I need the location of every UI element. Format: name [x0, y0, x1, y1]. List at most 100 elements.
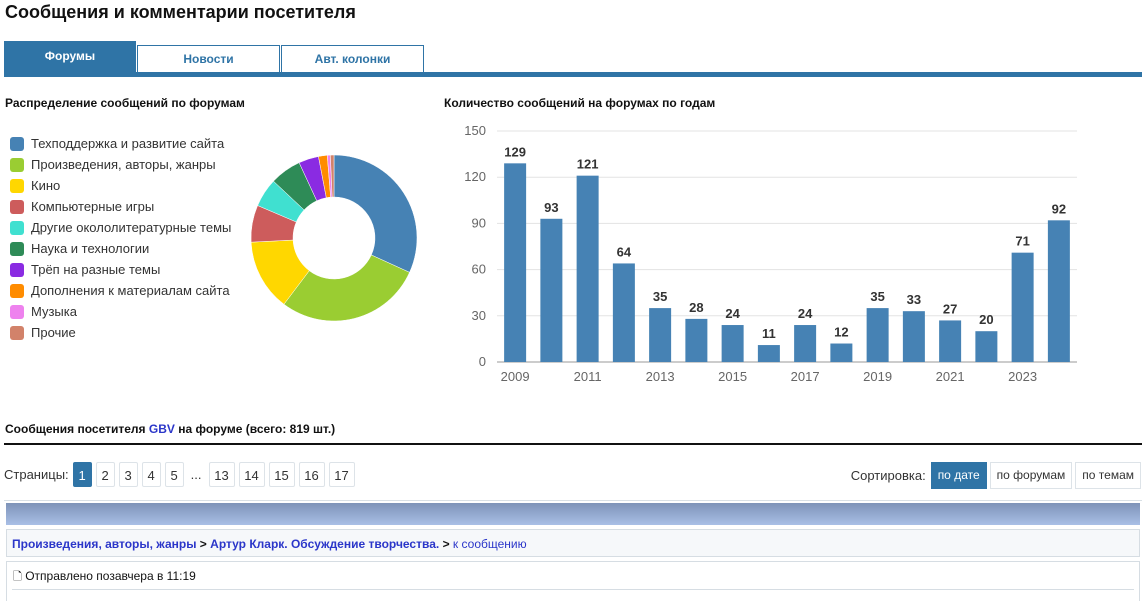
- legend-item[interactable]: Наука и технологии: [10, 238, 231, 259]
- sort-option-2[interactable]: по темам: [1075, 462, 1141, 489]
- page-button-17[interactable]: 17: [328, 462, 355, 487]
- post: 🗋 Отправлено позавчера в 11:19: [6, 561, 1140, 601]
- bar[interactable]: [540, 218, 563, 362]
- legend-label: Наука и технологии: [31, 241, 150, 256]
- sort-option-1[interactable]: по форумам: [989, 462, 1073, 489]
- page-button-16[interactable]: 16: [298, 462, 325, 487]
- legend-label: Музыка: [31, 304, 77, 319]
- bar-value-label: 92: [1052, 201, 1066, 216]
- user-link[interactable]: GBV: [148, 422, 175, 436]
- page-title: Сообщения и комментарии посетителя: [5, 2, 356, 22]
- legend-item[interactable]: Другие окололитературные темы: [10, 217, 231, 238]
- legend-swatch: [10, 178, 24, 193]
- legend-swatch: [10, 325, 24, 340]
- legend-item[interactable]: Кино: [10, 175, 231, 196]
- legend-swatch: [10, 199, 24, 214]
- legend-item[interactable]: Прочие: [10, 322, 231, 343]
- bar-value-label: 20: [979, 312, 993, 327]
- bar[interactable]: [685, 318, 708, 362]
- pie-legend: Техподдержка и развитие сайта Произведени…: [10, 133, 231, 343]
- divider: [12, 589, 1134, 590]
- legend-item[interactable]: Трёп на разные темы: [10, 259, 231, 280]
- page-button-13[interactable]: 13: [208, 462, 235, 487]
- bar[interactable]: [576, 175, 599, 362]
- bar[interactable]: [504, 163, 527, 362]
- y-tick-label: 60: [472, 262, 486, 277]
- bar-value-label: 11: [762, 326, 776, 341]
- pie-slice[interactable]: [330, 154, 335, 198]
- bar-value-label: 121: [577, 157, 599, 172]
- pie-slice[interactable]: [333, 154, 418, 273]
- page-button-1[interactable]: 1: [72, 462, 92, 487]
- y-tick-label: 30: [472, 308, 486, 323]
- forum-link[interactable]: Произведения, авторы, жанры: [12, 537, 197, 551]
- page-button-3[interactable]: 3: [118, 462, 138, 487]
- page-button-14[interactable]: 14: [238, 462, 265, 487]
- divider: [4, 500, 1142, 501]
- legend-item[interactable]: Музыка: [10, 301, 231, 322]
- y-tick-label: 150: [464, 123, 486, 138]
- page-button-15[interactable]: 15: [268, 462, 295, 487]
- bar-value-label: 28: [689, 300, 703, 315]
- bar-value-label: 33: [907, 292, 921, 307]
- bar[interactable]: [649, 308, 672, 362]
- topic-link[interactable]: Артур Кларк. Обсуждение творчества.: [210, 537, 440, 551]
- bar[interactable]: [1011, 252, 1034, 362]
- x-tick-label: 2011: [574, 369, 602, 384]
- page-button-2[interactable]: 2: [95, 462, 115, 487]
- bar-value-label: 24: [798, 306, 813, 321]
- legend-label: Другие окололитературные темы: [31, 220, 232, 235]
- bar[interactable]: [902, 311, 925, 362]
- legend-swatch: [10, 220, 24, 235]
- bar-value-label: 12: [834, 325, 848, 340]
- bar[interactable]: [939, 320, 962, 362]
- pie-slice[interactable]: [283, 254, 410, 322]
- x-tick-label: 2019: [863, 369, 892, 384]
- document-icon: 🗋: [13, 571, 22, 583]
- bar-value-label: 93: [544, 200, 558, 215]
- page-button-5[interactable]: 5: [164, 462, 184, 487]
- x-tick-label: 2015: [718, 369, 747, 384]
- y-tick-label: 0: [479, 354, 486, 369]
- x-tick-label: 2017: [791, 369, 820, 384]
- bar-title: Количество сообщений на форумах по годам: [444, 96, 716, 110]
- post-header-bar: [6, 503, 1140, 525]
- bar-value-label: 35: [653, 289, 667, 304]
- legend-swatch: [10, 157, 24, 172]
- bar[interactable]: [830, 343, 853, 362]
- pagination: Страницы: 1 2 3 4 5... 13 14 15 16 17: [4, 462, 355, 487]
- bar[interactable]: [757, 345, 780, 362]
- legend-swatch: [10, 262, 24, 277]
- post-breadcrumb: Произведения, авторы, жанры > Артур Клар…: [6, 529, 1140, 557]
- legend-item[interactable]: Произведения, авторы, жанры: [10, 154, 231, 175]
- legend-swatch: [10, 241, 24, 256]
- tab-columns[interactable]: Авт. колонки: [281, 45, 424, 72]
- user-section-title: Сообщения посетителя GBV на форуме (всег…: [5, 422, 336, 436]
- legend-label: Компьютерные игры: [31, 199, 155, 214]
- bar-value-label: 24: [725, 306, 740, 321]
- x-tick-label: 2021: [936, 369, 965, 384]
- legend-item[interactable]: Техподдержка и развитие сайта: [10, 133, 231, 154]
- bar[interactable]: [794, 325, 817, 362]
- bar[interactable]: [866, 308, 889, 362]
- legend-item[interactable]: Компьютерные игры: [10, 196, 231, 217]
- x-tick-label: 2009: [501, 369, 530, 384]
- bar[interactable]: [612, 263, 635, 362]
- x-tick-label: 2023: [1008, 369, 1037, 384]
- bar[interactable]: [1047, 220, 1070, 362]
- bar-value-label: 129: [504, 144, 526, 159]
- legend-label: Трёп на разные темы: [31, 262, 161, 277]
- legend-label: Произведения, авторы, жанры: [31, 157, 216, 172]
- sort-option-0[interactable]: по дате: [930, 462, 987, 489]
- pie-title: Распределение сообщений по форумам: [5, 96, 245, 110]
- bar-value-label: 64: [617, 244, 632, 259]
- tab-news[interactable]: Новости: [137, 45, 280, 72]
- to-message-link[interactable]: к сообщению: [452, 537, 527, 551]
- tab-forums[interactable]: Форумы: [4, 41, 136, 72]
- bar[interactable]: [721, 325, 744, 362]
- bar[interactable]: [975, 331, 998, 362]
- page-button-4[interactable]: 4: [141, 462, 161, 487]
- legend-item[interactable]: Дополнения к материалам сайта: [10, 280, 231, 301]
- legend-label: Прочие: [31, 325, 76, 340]
